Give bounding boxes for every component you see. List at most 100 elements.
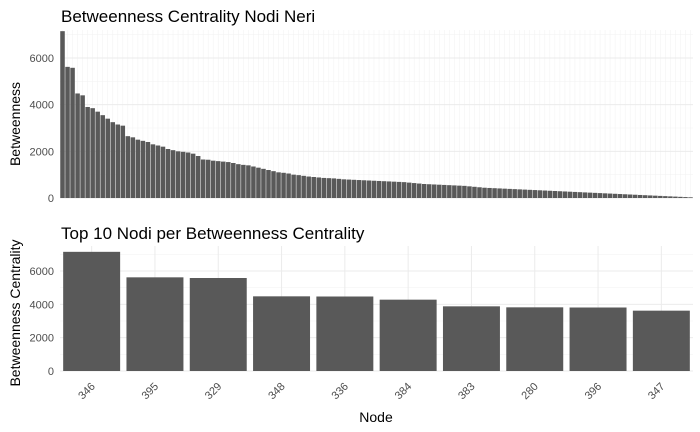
top-bar — [115, 124, 121, 198]
top-bar — [592, 192, 598, 198]
top-bar — [155, 145, 161, 198]
bottom-bar — [253, 296, 311, 371]
bottom-y-tick-label: 2000 — [30, 333, 54, 345]
bottom-x-tick-label: 348 — [266, 381, 287, 402]
top-chart-title: Betweenness Centrality Nodi Neri — [61, 7, 315, 26]
bottom-bar — [379, 299, 437, 371]
bottom-y-tick-label: 4000 — [30, 299, 54, 311]
top-y-tick-label: 4000 — [30, 100, 54, 112]
top-bar — [447, 185, 452, 198]
top-bar — [180, 151, 186, 198]
top-bar — [130, 137, 136, 198]
top-chart-bars — [60, 31, 693, 198]
top-bar — [552, 191, 558, 198]
top-bar — [442, 184, 447, 198]
top-bar — [617, 194, 623, 198]
top-bar — [286, 173, 291, 198]
top-bar — [532, 190, 538, 198]
bottom-x-tick-label: 396 — [583, 381, 604, 402]
top-bar — [572, 191, 578, 198]
top-y-tick-label: 2000 — [30, 146, 54, 158]
top-bar — [437, 184, 442, 198]
bottom-bar — [569, 307, 627, 371]
top-bar — [306, 176, 311, 198]
top-bar — [396, 181, 402, 198]
top-bar — [527, 189, 532, 198]
top-bar — [195, 156, 201, 198]
top-bar — [251, 166, 256, 198]
bottom-bar — [506, 307, 564, 371]
top-bar — [567, 191, 573, 198]
top-bar — [497, 188, 502, 198]
top-bar — [85, 107, 90, 198]
top-bar — [185, 152, 191, 198]
bottom-chart: Top 10 Nodi per Betweenness Centrality B… — [7, 224, 693, 425]
top-bar — [482, 187, 487, 198]
top-bar — [507, 188, 512, 198]
top-bar — [432, 184, 437, 198]
top-bar — [467, 186, 472, 198]
bottom-bar — [316, 296, 374, 371]
top-bar — [557, 191, 563, 198]
top-bar — [562, 191, 568, 198]
top-bar — [426, 184, 432, 198]
top-bar — [351, 179, 357, 198]
top-bar — [658, 195, 663, 198]
top-bar — [356, 180, 362, 198]
top-bar — [200, 159, 206, 198]
top-bar — [668, 196, 673, 198]
bottom-bar — [189, 278, 247, 371]
top-bar — [587, 192, 593, 198]
top-bar — [145, 142, 151, 198]
top-bar — [346, 179, 352, 198]
bottom-x-tick-label: 336 — [330, 381, 351, 402]
top-bar — [276, 172, 281, 198]
top-bar — [160, 146, 166, 198]
bottom-chart-ylabel: Betweenness Centrality — [7, 239, 23, 386]
bottom-y-tick-label: 6000 — [30, 266, 54, 278]
top-bar — [70, 67, 75, 198]
bottom-x-tick-label: 395 — [140, 381, 161, 402]
top-bar — [110, 122, 116, 198]
top-chart-y-ticks: 0 2000 4000 6000 — [30, 53, 54, 205]
top-bar — [678, 196, 683, 198]
top-bar — [632, 194, 638, 198]
top-bar — [165, 149, 171, 198]
top-bar — [487, 187, 492, 198]
top-bar — [663, 196, 668, 198]
top-bar — [65, 66, 70, 198]
top-bar — [371, 180, 377, 198]
top-bar — [231, 163, 236, 198]
top-bar — [381, 181, 387, 198]
top-bar — [653, 195, 658, 198]
top-chart-ylabel: Betweenness — [7, 82, 23, 166]
top-bar — [582, 192, 588, 198]
top-bar — [135, 139, 141, 198]
top-bar — [597, 193, 603, 198]
top-bar — [492, 188, 497, 198]
top-bar — [577, 192, 583, 198]
top-bar — [336, 178, 342, 198]
bottom-bar — [63, 251, 121, 371]
top-bar — [643, 195, 648, 198]
top-bar — [236, 164, 241, 198]
top-bar — [321, 177, 327, 198]
top-bar — [210, 160, 216, 198]
bottom-chart-x-ticks: 346 395 329 348 336 384 383 280 396 347 — [76, 381, 667, 402]
top-bar — [542, 190, 548, 198]
top-bar — [627, 194, 633, 198]
top-bar — [457, 185, 462, 198]
top-bar — [105, 118, 110, 198]
top-bar — [266, 170, 271, 198]
top-bar — [246, 165, 251, 198]
top-bar — [256, 167, 261, 198]
top-bar — [80, 95, 85, 198]
top-bar — [612, 193, 618, 198]
top-bar — [502, 188, 507, 198]
top-bar — [386, 181, 392, 198]
top-bar — [301, 175, 306, 198]
top-bar — [190, 153, 196, 198]
top-bar — [602, 193, 608, 198]
top-bar — [221, 161, 226, 198]
top-bar — [688, 197, 693, 198]
